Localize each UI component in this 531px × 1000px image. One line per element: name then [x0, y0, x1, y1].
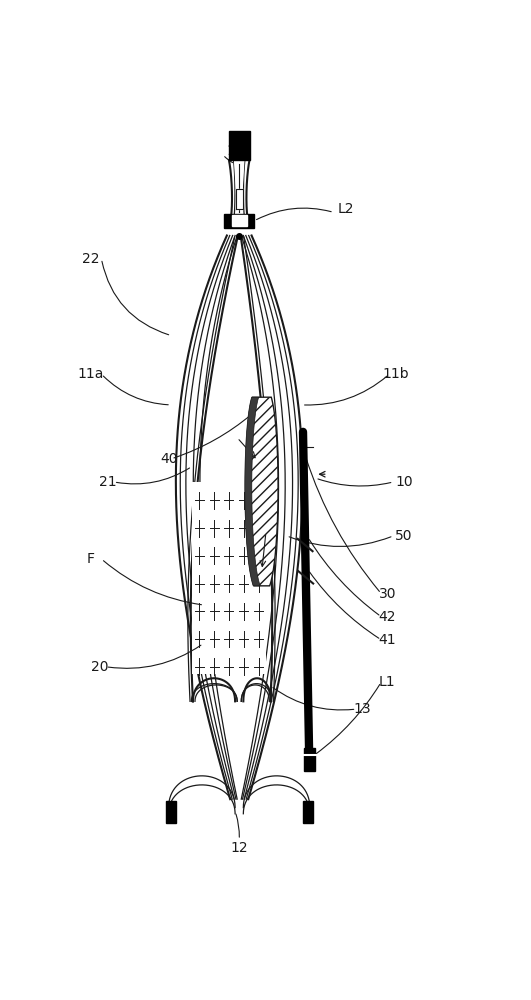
Text: 21: 21: [99, 475, 116, 489]
Polygon shape: [166, 801, 176, 823]
Text: L2: L2: [338, 202, 355, 216]
Polygon shape: [246, 397, 278, 586]
Polygon shape: [192, 482, 266, 674]
Polygon shape: [235, 160, 244, 220]
Polygon shape: [303, 801, 313, 823]
Text: 11a: 11a: [78, 367, 104, 381]
Text: 14: 14: [226, 144, 244, 158]
Text: 10: 10: [395, 475, 413, 489]
Text: F: F: [87, 552, 95, 566]
Text: 22: 22: [82, 252, 100, 266]
Text: 12: 12: [230, 841, 248, 855]
Text: 13: 13: [354, 702, 372, 716]
Text: 20: 20: [91, 660, 108, 674]
Text: 40: 40: [160, 452, 178, 466]
Polygon shape: [245, 397, 260, 586]
Polygon shape: [228, 131, 250, 160]
Text: 50: 50: [395, 529, 413, 543]
Polygon shape: [232, 215, 246, 226]
Polygon shape: [304, 748, 314, 771]
Text: 41: 41: [379, 633, 396, 647]
Text: 30: 30: [379, 587, 396, 601]
Polygon shape: [225, 214, 254, 228]
Text: 11b: 11b: [382, 367, 409, 381]
Text: L1: L1: [379, 675, 396, 689]
Polygon shape: [236, 189, 243, 209]
Text: 42: 42: [379, 610, 396, 624]
